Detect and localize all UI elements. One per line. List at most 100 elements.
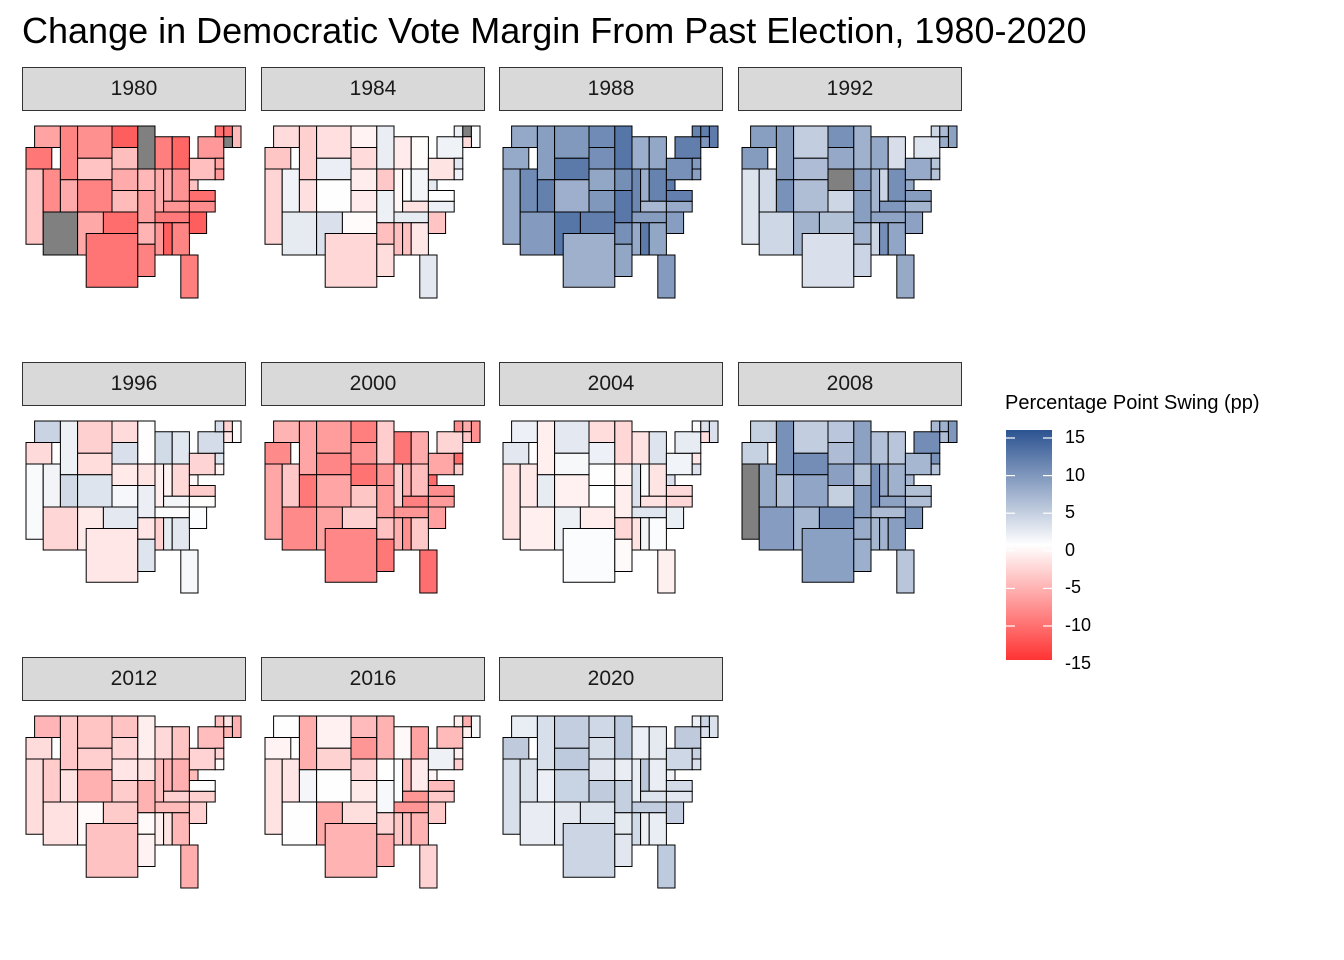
facet-strip-label: 1988 [499,67,723,111]
us-state-map [264,715,481,889]
state-sd [350,442,378,465]
state-ne [350,168,378,191]
state-sc [188,211,208,234]
facet-panel-1992: 1992 [738,67,962,334]
state-ga [410,812,429,846]
state-ms [870,517,881,551]
state-wv [904,179,915,191]
state-mt [77,125,113,159]
state-nh [700,715,710,728]
state-tx [801,233,855,288]
state-wv [665,769,676,781]
state-mn [853,420,872,465]
state-nh [223,420,233,433]
state-ky [402,790,429,803]
state-ct [214,157,225,170]
state-tx [801,528,855,583]
state-nj [691,463,702,476]
state-nc [904,200,932,213]
state-ma [462,136,472,148]
state-me [708,420,719,443]
state-ks [588,190,616,213]
state-tn [393,506,429,519]
state-az [281,801,318,846]
state-oh [171,463,190,497]
state-nv [42,168,61,213]
state-oh [410,168,429,202]
state-ca [264,463,283,540]
state-mn [376,420,395,465]
state-mn [376,125,395,170]
state-ny [674,431,702,454]
figure-title: Change in Democratic Vote Margin From Pa… [22,10,1087,51]
state-nd [588,715,616,738]
state-oh [410,758,429,792]
state-fl [180,549,199,594]
state-mn [137,125,156,170]
state-nc [904,495,932,508]
state-sc [665,506,685,529]
state-il [393,758,404,803]
state-vt [453,715,464,728]
state-ga [887,222,906,256]
state-nh [700,125,710,138]
state-ms [393,222,404,256]
state-mi [648,431,667,465]
state-ne [111,463,139,486]
legend-colorbar [1006,430,1052,660]
state-va [665,485,693,497]
state-ct [214,452,225,465]
state-tx [85,528,139,583]
state-ne [111,168,139,191]
state-tn [393,801,429,814]
state-ga [648,222,667,256]
state-ga [171,812,190,846]
state-pa [188,452,216,476]
state-pa [665,747,693,771]
state-ma [939,136,949,148]
state-nj [453,758,464,771]
state-ia [614,168,633,191]
state-ks [588,780,616,803]
state-la [137,833,156,867]
state-sc [427,506,447,529]
state-ks [111,485,139,508]
state-ma [462,431,472,443]
state-wi [154,431,173,465]
state-ny [436,136,464,159]
state-nc [665,790,693,803]
state-id [775,420,795,476]
state-nj [214,168,225,181]
state-wy [77,157,113,181]
state-ia [137,463,156,486]
us-state-map [741,420,958,594]
state-sd [588,737,616,760]
state-il [154,758,165,803]
state-pa [904,157,932,181]
state-sc [665,211,685,234]
state-ut [59,769,79,803]
state-id [59,125,79,181]
facet-panel-2000: 2000 [261,362,485,629]
us-state-map [502,125,719,299]
state-ct [930,452,941,465]
facet-strip-label: 1992 [738,67,962,111]
state-nv [519,463,538,508]
state-co [554,179,590,213]
state-tx [324,823,378,878]
state-ca [741,463,760,540]
state-oh [410,463,429,497]
state-al [402,517,412,551]
state-il [393,168,404,213]
state-ar [614,222,633,245]
state-ct [691,747,702,760]
state-il [631,168,642,213]
state-ks [827,190,855,213]
state-co [77,474,113,508]
facet-strip-label: 2020 [499,657,723,701]
state-mi [648,726,667,760]
facet-panel-2008: 2008 [738,362,962,629]
state-tn [631,211,667,224]
state-ok [102,211,139,234]
state-ga [410,222,429,256]
